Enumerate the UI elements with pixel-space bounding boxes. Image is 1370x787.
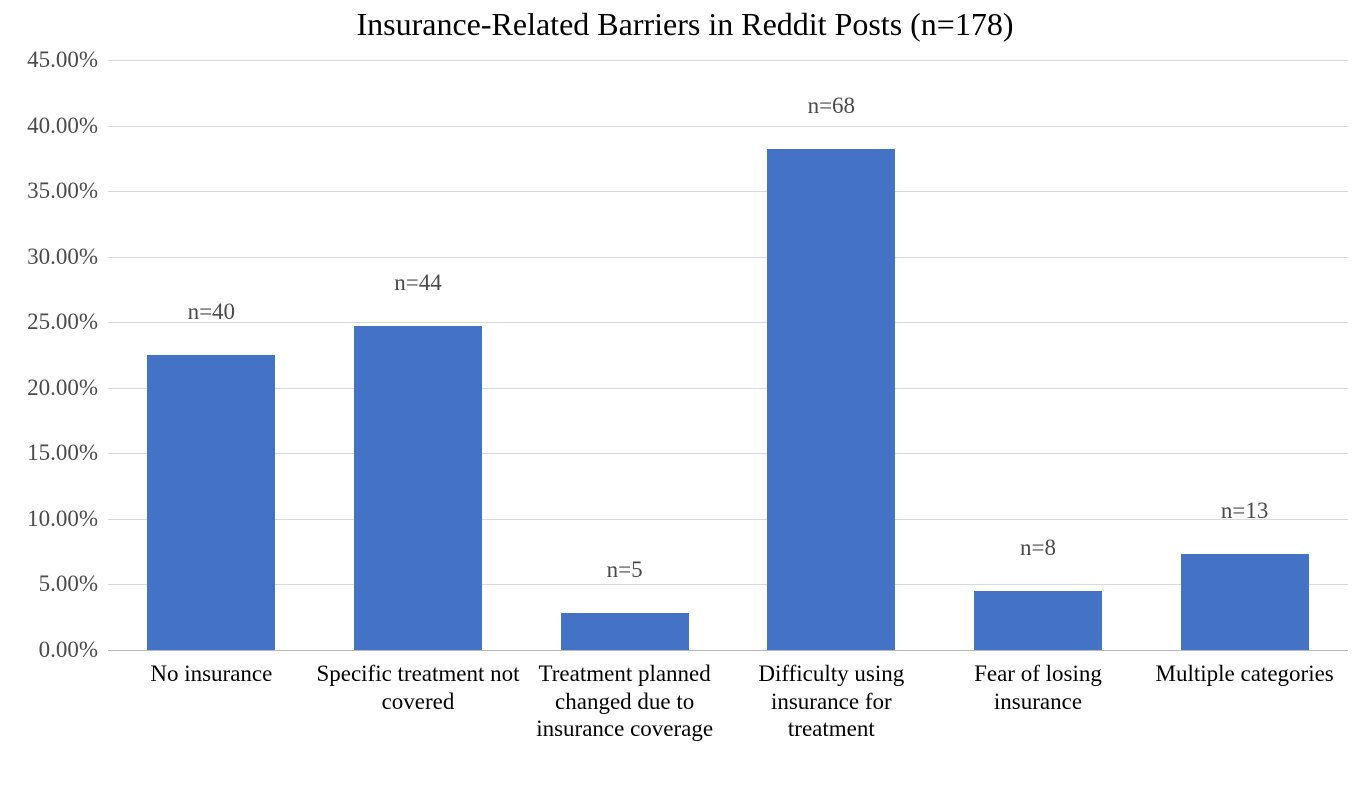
bar — [1181, 554, 1309, 650]
x-axis-labels: No insuranceSpecific treatment not cover… — [108, 655, 1348, 775]
bar — [974, 591, 1102, 650]
plot-area: n=40n=44 n=5 n=68 n=8 n=13 — [108, 60, 1348, 651]
chart-title: Insurance-Related Barriers in Reddit Pos… — [0, 6, 1370, 43]
y-tick-label: 35.00% — [0, 178, 98, 204]
y-tick-label: 5.00% — [0, 571, 98, 597]
chart-container: Insurance-Related Barriers in Reddit Pos… — [0, 0, 1370, 787]
bar-slot: n=8 — [935, 60, 1142, 650]
bar-slot: n=13 — [1141, 60, 1348, 650]
bar-value-label: n=68 — [728, 93, 935, 119]
x-tick-label: Difficulty using insurance for treatment — [728, 660, 935, 743]
y-tick-label: 45.00% — [0, 47, 98, 73]
bar-slot: n=44 — [315, 60, 522, 650]
bar — [354, 326, 482, 650]
bar-value-label: n=5 — [521, 557, 728, 583]
bar-slot: n=5 — [521, 60, 728, 650]
bar-value-label: n=13 — [1141, 498, 1348, 524]
y-tick-label: 0.00% — [0, 637, 98, 663]
y-tick-label: 30.00% — [0, 244, 98, 270]
bar-value-label: n=40 — [108, 299, 315, 325]
bar — [561, 613, 689, 650]
x-tick-label: Multiple categories — [1141, 660, 1348, 688]
x-tick-label: No insurance — [108, 660, 315, 688]
x-tick-label: Treatment planned changed due to insuran… — [521, 660, 728, 743]
bar-slot: n=40 — [108, 60, 315, 650]
bar-value-label: n=8 — [935, 535, 1142, 561]
bar-slot: n=68 — [728, 60, 935, 650]
bar-value-label: n=44 — [315, 270, 522, 296]
y-tick-label: 20.00% — [0, 375, 98, 401]
x-tick-label: Fear of losing insurance — [935, 660, 1142, 715]
bar — [147, 355, 275, 650]
bar — [767, 149, 895, 650]
y-tick-label: 25.00% — [0, 309, 98, 335]
x-tick-label: Specific treatment not covered — [315, 660, 522, 715]
y-tick-label: 40.00% — [0, 113, 98, 139]
y-tick-label: 15.00% — [0, 440, 98, 466]
y-tick-label: 10.00% — [0, 506, 98, 532]
